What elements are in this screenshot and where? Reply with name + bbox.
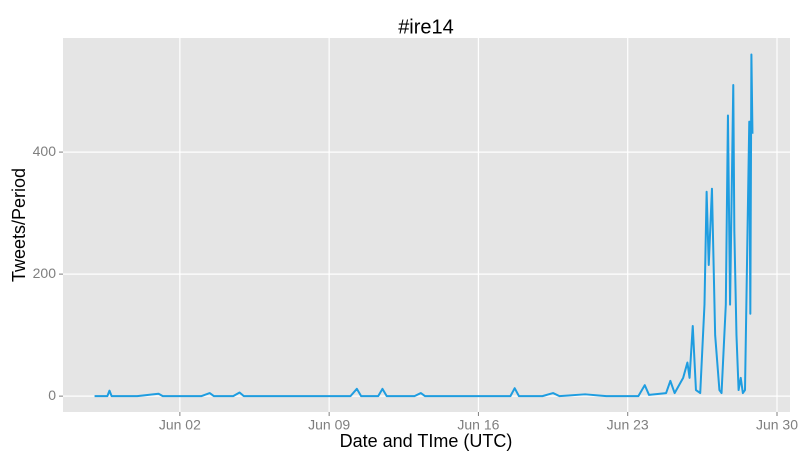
x-tick-label: Jun 30	[756, 417, 798, 433]
y-tick-label: 200	[33, 265, 57, 281]
y-tick-label: 0	[48, 387, 56, 403]
data-line	[94, 53, 754, 398]
y-axis-label: Tweets/Period	[9, 168, 29, 282]
x-tick-label: Jun 23	[607, 417, 649, 433]
panel	[63, 38, 790, 412]
x-tick-label: Jun 16	[457, 417, 499, 433]
chart-title: #ire14	[398, 16, 454, 38]
x-axis-label: Date and TIme (UTC)	[340, 431, 513, 451]
x-tick-label: Jun 02	[159, 417, 201, 433]
x-tick-label: Jun 09	[308, 417, 350, 433]
y-tick-label: 400	[33, 143, 57, 159]
